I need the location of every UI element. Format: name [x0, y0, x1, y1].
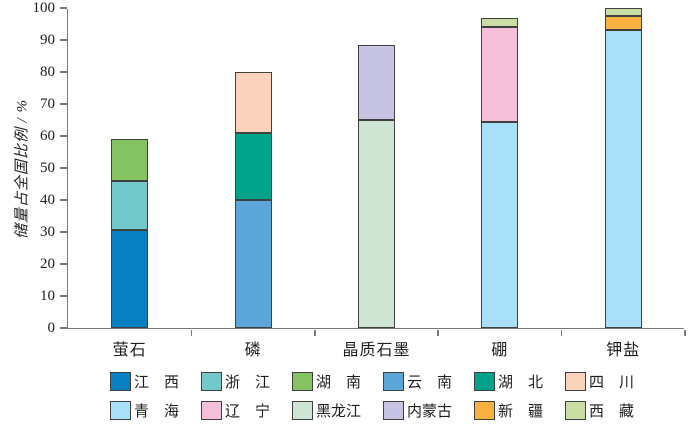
legend-label-湖南: 湖 南 — [316, 375, 362, 391]
legend-label-青海: 青 海 — [134, 404, 180, 420]
bar-segment-钾盐-青海 — [604, 30, 642, 328]
bar-segment-磷-四川 — [234, 72, 272, 133]
bar-segment-硼-西藏 — [481, 17, 519, 28]
x-axis-tick — [190, 329, 193, 336]
y-tick-label: 20 — [40, 256, 55, 272]
legend-swatch-江西 — [110, 372, 131, 391]
legend-row: 青 海 辽 宁 黑龙江 内蒙古 新 疆 西 藏 — [110, 396, 670, 425]
y-tick-label: 0 — [47, 320, 56, 336]
y-axis-tick — [59, 295, 67, 297]
bar-segment-萤石-湖南 — [111, 139, 149, 181]
y-axis-tick — [59, 167, 67, 169]
y-tick-label: 40 — [40, 192, 55, 208]
legend-label-浙江: 浙 江 — [225, 375, 271, 391]
legend-item-黑龙江: 黑龙江 — [292, 400, 383, 421]
legend-label-内蒙古: 内蒙古 — [407, 404, 453, 420]
legend-row: 江 西浙 江湖 南云 南湖 北四 川 — [110, 367, 670, 396]
bar-segment-磷-湖北 — [234, 132, 272, 200]
y-tick-label: 30 — [40, 224, 55, 240]
legend-item-内蒙古: 内蒙古 — [383, 400, 474, 421]
legend-label-江西: 江 西 — [134, 375, 180, 391]
bar-segment-萤石-江西 — [111, 230, 149, 328]
legend-item-江西: 江 西 — [110, 371, 201, 392]
legend-swatch-辽宁 — [201, 401, 222, 420]
legend-item-云南: 云 南 — [383, 371, 474, 392]
x-category-label-钾盐: 钾盐 — [606, 342, 641, 359]
x-axis-tick — [437, 329, 439, 336]
legend-item-湖北: 湖 北 — [474, 371, 565, 392]
x-axis-tick — [684, 329, 686, 336]
bar-segment-钾盐-西藏 — [604, 8, 642, 16]
legend-label-辽宁: 辽 宁 — [225, 404, 271, 420]
y-axis-tick — [59, 71, 67, 73]
x-category-label-磷: 磷 — [244, 342, 262, 359]
legend-label-黑龙江: 黑龙江 — [316, 404, 362, 420]
legend-label-西藏: 西 藏 — [589, 404, 635, 420]
y-tick-label: 70 — [40, 96, 55, 112]
x-axis-tick — [314, 329, 316, 336]
bar-segment-晶质石墨-黑龙江 — [358, 120, 395, 328]
legend-item-浙江: 浙 江 — [201, 371, 292, 392]
x-category-label-晶质石墨: 晶质石墨 — [342, 342, 411, 359]
legend-label-四川: 四 川 — [589, 375, 635, 391]
legend-swatch-湖南 — [292, 372, 313, 391]
legend-item-西藏: 西 藏 — [565, 400, 656, 421]
legend-label-云南: 云 南 — [407, 375, 453, 391]
y-tick-label: 10 — [40, 288, 55, 304]
legend: 江 西 浙 江 湖 南 云 南 湖 北 四 川青 海 辽 宁 黑龙江 内蒙古 新 疆 西 藏 — [110, 367, 670, 425]
y-tick-label: 80 — [40, 64, 55, 80]
legend-swatch-黑龙江 — [292, 401, 313, 420]
bar-segment-萤石-浙江 — [111, 180, 149, 231]
y-axis-tick — [59, 103, 67, 105]
legend-item-四川: 四 川 — [565, 371, 656, 392]
legend-swatch-湖北 — [474, 372, 495, 391]
y-axis-tick — [59, 199, 67, 201]
y-axis-tick — [59, 327, 67, 329]
legend-label-新疆: 新 疆 — [498, 404, 544, 420]
legend-swatch-青海 — [110, 401, 131, 420]
x-axis-tick — [560, 329, 563, 336]
plot-area: 0 10 20 30 40 50 60 70 80 90 100 萤石 磷 晶质石墨 硼 钾盐 — [33, 0, 686, 359]
bar-segment-晶质石墨-内蒙古 — [358, 44, 395, 120]
legend-swatch-云南 — [383, 372, 404, 391]
legend-swatch-内蒙古 — [383, 401, 404, 420]
legend-item-新疆: 新 疆 — [474, 400, 565, 421]
legend-swatch-新疆 — [474, 401, 495, 420]
bar-segment-钾盐-新疆 — [604, 16, 642, 31]
legend-item-辽宁: 辽 宁 — [201, 400, 292, 421]
y-tick-label: 90 — [40, 32, 55, 48]
y-axis-tick — [59, 39, 67, 41]
legend-item-湖南: 湖 南 — [292, 371, 383, 392]
bar-segment-磷-云南 — [234, 200, 272, 328]
y-axis-tick — [59, 135, 67, 137]
y-tick-label: 60 — [40, 128, 55, 144]
y-axis-tick — [59, 263, 67, 265]
y-tick-label: 100 — [32, 0, 56, 16]
legend-swatch-四川 — [565, 372, 586, 391]
y-axis-tick — [59, 7, 67, 9]
legend-swatch-西藏 — [565, 401, 586, 420]
x-category-label-萤石: 萤石 — [112, 342, 147, 359]
y-axis-tick — [59, 231, 67, 233]
legend-item-青海: 青 海 — [110, 400, 201, 421]
y-tick-label: 50 — [40, 160, 55, 176]
bar-segment-硼-青海 — [481, 121, 519, 328]
legend-swatch-浙江 — [201, 372, 222, 391]
x-category-label-硼: 硼 — [491, 342, 509, 359]
legend-label-湖北: 湖 北 — [498, 375, 544, 391]
bar-segment-硼-辽宁 — [481, 27, 519, 122]
